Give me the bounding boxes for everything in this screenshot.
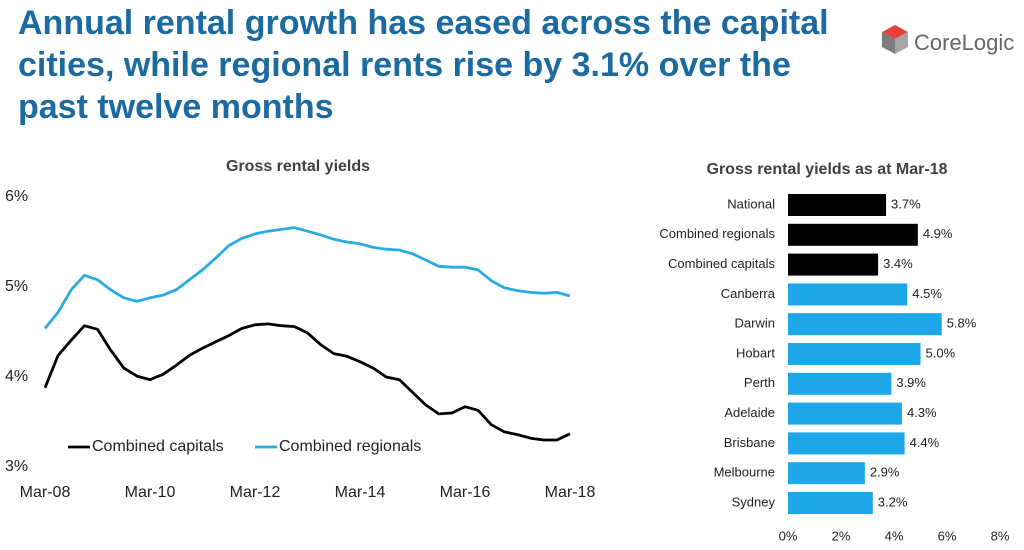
y-tick-label: Adelaide xyxy=(724,405,775,420)
x-tick-label: Mar-18 xyxy=(545,484,596,501)
y-tick-label: Hobart xyxy=(736,345,775,360)
bar xyxy=(788,432,905,455)
value-label: 3.9% xyxy=(896,375,926,390)
bar xyxy=(788,283,908,306)
x-tick-label: 8% xyxy=(991,528,1010,543)
value-label: 4.3% xyxy=(907,405,937,420)
y-tick-label: 4% xyxy=(5,368,28,385)
value-label: 2.9% xyxy=(870,465,900,480)
page-title: Annual rental growth has eased across th… xyxy=(18,4,829,126)
bar xyxy=(788,492,873,514)
x-tick-label: Mar-16 xyxy=(440,484,491,501)
bar xyxy=(788,313,942,336)
data-line xyxy=(43,322,571,442)
x-tick-label: Mar-10 xyxy=(125,484,176,501)
x-tick-label: Mar-12 xyxy=(230,484,281,501)
bar xyxy=(788,343,921,365)
x-tick-label: Mar-08 xyxy=(20,484,71,501)
value-label: 4.5% xyxy=(912,286,942,301)
bar xyxy=(788,194,887,216)
bar xyxy=(788,372,892,395)
y-tick-label: Perth xyxy=(744,375,775,390)
y-tick-label: 3% xyxy=(5,458,28,475)
bar xyxy=(788,402,902,425)
y-tick-label: Darwin xyxy=(735,316,775,331)
data-line xyxy=(43,226,571,330)
y-tick-label: Combined regionals xyxy=(659,226,775,241)
y-tick-label: 6% xyxy=(5,188,28,205)
value-label: 4.4% xyxy=(910,435,940,450)
bar xyxy=(788,223,918,246)
logo-icon xyxy=(882,32,895,54)
y-tick-label: Brisbane xyxy=(724,435,775,450)
logo-text: CoreLogic xyxy=(914,30,1014,55)
logo-icon xyxy=(895,32,908,54)
value-label: 4.9% xyxy=(923,226,953,241)
y-tick-label: Melbourne xyxy=(714,465,775,480)
logo: CoreLogic xyxy=(882,25,1014,55)
x-tick-label: 0% xyxy=(779,528,798,543)
x-tick-label: 2% xyxy=(832,528,851,543)
value-label: 3.7% xyxy=(891,196,921,211)
legend-label: Combined capitals xyxy=(92,438,224,455)
y-tick-label: Canberra xyxy=(721,286,776,301)
legend-label: Combined regionals xyxy=(279,438,421,455)
x-tick-label: 6% xyxy=(938,528,957,543)
value-label: 3.2% xyxy=(878,494,908,509)
x-tick-label: 4% xyxy=(885,528,904,543)
value-label: 5.8% xyxy=(947,316,977,331)
chart-title: Gross rental yields as at Mar-18 xyxy=(707,161,948,178)
x-tick-label: Mar-14 xyxy=(335,484,386,501)
y-tick-label: National xyxy=(727,196,775,211)
value-label: 3.4% xyxy=(883,256,913,271)
bar xyxy=(788,253,879,276)
value-label: 5.0% xyxy=(926,345,956,360)
chart-title: Gross rental yields xyxy=(226,158,370,175)
y-tick-label: Combined capitals xyxy=(668,256,775,271)
y-tick-label: 5% xyxy=(5,278,28,295)
bar xyxy=(788,462,865,485)
y-tick-label: Sydney xyxy=(732,494,776,509)
